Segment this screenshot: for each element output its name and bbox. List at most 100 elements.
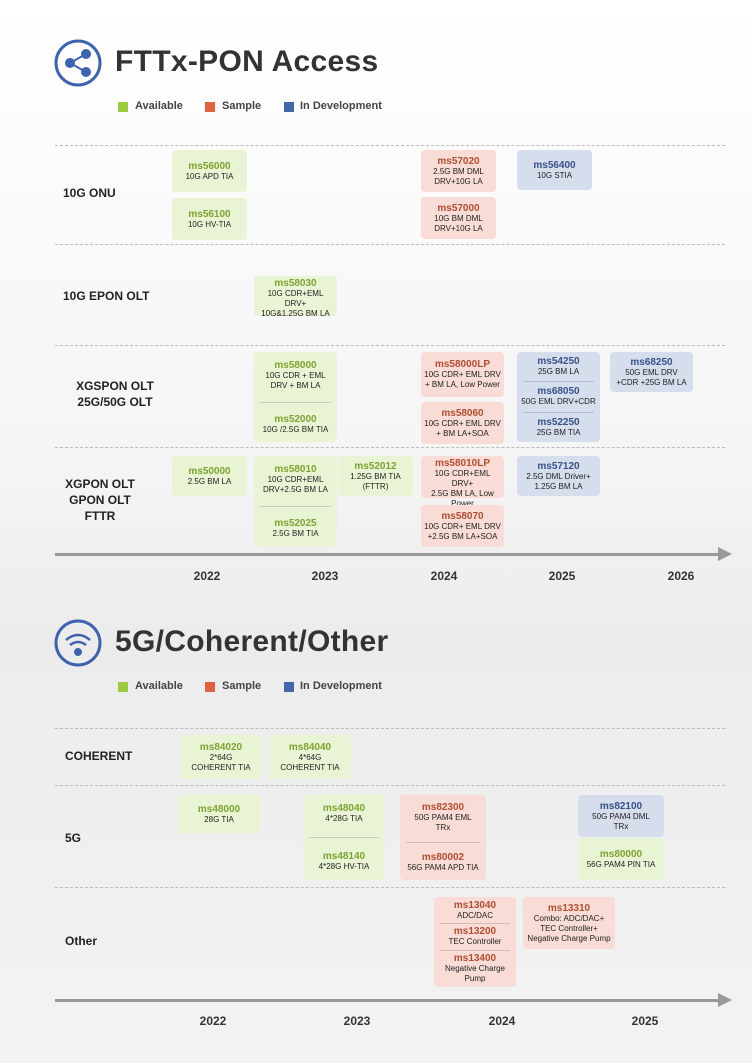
product-desc: 25G BM TIA [536,427,581,437]
product-desc: TRx [435,822,451,832]
row-label: Other [65,933,105,949]
product-code: ms68250 [630,356,673,368]
product-desc: 2.5G BM TIA [272,528,319,538]
product-item: ms82100 50G PAM4 DML TRx [580,801,662,832]
product-desc: TEC Controller+ [540,923,598,933]
product-item: ms48000 28G TIA [180,804,258,825]
product-item: ms84040 4*64G COHERENT TIA [271,742,349,773]
product-desc: 2*64G [209,752,233,762]
product-box: ms50000 2.5G BM LA [172,456,247,496]
product-item: ms58000 10G CDR + EML DRV + BM LA [256,360,335,391]
product-desc: DRV + BM LA [270,380,321,390]
legend-label: Sample [222,100,262,112]
product-desc: 10G CDR+EML DRV+ [434,469,491,488]
product-item: ms52012 1.25G BM TIA (FTTR) [340,461,411,492]
product-box: ms52012 1.25G BM TIA (FTTR) [338,456,413,496]
product-box: ms58010 10G CDR+EML DRV+2.5G BM LA ms52025 2… [254,456,337,546]
product-box: ms58000LP 10G CDR+ EML DRV + BM LA, Low Po… [421,352,504,397]
product-desc: 50G PAM4 DML [592,811,650,821]
product-desc: 56G PAM4 APD TIA [407,863,479,873]
product-item: ms58010 10G CDR+EML DRV+2.5G BM LA [256,464,335,495]
product-desc: 10G APD TIA [185,171,234,181]
timeline-axis [55,552,720,556]
product-desc: 2.5G BM LA [187,476,232,486]
product-code: ms48140 [322,850,366,862]
row-label-line: 10G EPON OLT [63,289,150,303]
product-desc: 50G PAM4 EML [414,812,472,822]
legend-label: In Development [300,680,382,692]
product-item: ms50000 2.5G BM LA [174,466,245,487]
product-desc: 10G HV-TIA [187,219,232,229]
product-code: ms56400 [533,159,576,171]
product-code: ms58010LP [434,458,491,469]
row-label: 5G [65,830,85,846]
row-label: XGPON OLT GPON OLT FTTR [60,476,140,524]
product-code: ms52025 [274,517,317,529]
product-item: ms68250 50G EML DRV +CDR +25G BM LA [612,357,691,388]
product-box: ms84040 4*64G COHERENT TIA [269,735,351,779]
item-divider [260,505,331,507]
item-divider [406,841,480,843]
product-box: ms56000 10G APD TIA [172,150,247,192]
row-divider [55,145,725,146]
product-item: ms82300 50G PAM4 EML TRx [402,802,484,833]
product-code: ms52000 [274,413,317,425]
product-item: ms57020 2.5G BM DML DRV+10G LA [423,156,494,187]
product-code: ms80000 [599,848,643,860]
product-item: ms68050 50G EML DRV+CDR [519,386,598,407]
product-desc: COHERENT TIA [191,762,251,772]
product-code: ms58000LP [434,359,491,370]
product-code: ms84040 [288,741,332,753]
legend-swatch [284,102,294,112]
product-box: ms57000 10G BM DML DRV+10G LA [421,197,496,239]
row-label-line: GPON OLT [69,493,131,507]
row-label: COHERENT [65,748,135,764]
product-item: ms52000 10G /2.5G BM TIA [256,414,335,435]
row-label: 10G EPON OLT [63,288,163,304]
legend-swatch [205,682,215,692]
product-desc: 50G EML DRV+CDR [521,397,596,407]
wifi-icon [54,619,102,667]
product-box: ms48000 28G TIA [178,795,260,833]
product-desc: 2.5G DML Driver+ [526,471,591,481]
product-box: ms68250 50G EML DRV +CDR +25G BM LA [610,352,693,392]
timeline-arrow [718,993,732,1007]
product-box: ms58070 10G CDR+ EML DRV +2.5G BM LA+SOA [421,505,504,547]
row-divider [55,728,725,729]
product-box: ms13040 ADC/DAC ms13200 TEC Controller ms134… [434,897,516,987]
product-code: ms57120 [537,460,580,472]
product-code: ms13200 [453,926,497,938]
product-item: ms58060 10G CDR+ EML DRV + BM LA+SOA [423,408,502,439]
product-box: ms57120 2.5G DML Driver+ 1.25G BM LA [517,456,600,496]
product-desc: Negative Charge Pump [527,933,611,943]
product-box: ms84020 2*64G COHERENT TIA [180,735,262,779]
product-code: ms58010 [274,463,317,475]
product-desc: DRV+10G LA [434,223,483,233]
product-desc: ADC/DAC [456,911,493,921]
product-desc: 56G PAM4 PIN TIA [586,859,656,869]
product-desc: 10G CDR+EML DRV+ [267,289,324,308]
row-label: 10G ONU [63,185,153,201]
product-desc: 1.25G BM LA [534,481,583,491]
year-label: 2025 [631,1014,659,1028]
product-code: ms58070 [441,510,484,522]
row-label-line: COHERENT [65,749,133,763]
legend-swatch [118,682,128,692]
row-label-line: 10G ONU [63,186,116,200]
item-divider [523,381,594,383]
product-desc: 10G CDR + EML [265,370,326,380]
legend-swatch [118,102,128,112]
product-code: ms52250 [537,416,580,428]
product-desc: 4*28G TIA [325,814,363,824]
product-item: ms13400 Negative Charge Pump [436,953,514,984]
row-divider [55,447,725,448]
row-label-line: Other [65,934,98,948]
product-desc: 2.5G BM LA, Low Power [431,489,494,508]
product-box: ms58000 10G CDR + EML DRV + BM LA ms52000 10… [254,352,337,442]
legend-label: Available [135,680,183,692]
product-item: ms56400 10G STIA [519,160,590,181]
product-desc: + BM LA, Low Power [425,380,500,389]
product-code: ms82300 [421,801,465,813]
